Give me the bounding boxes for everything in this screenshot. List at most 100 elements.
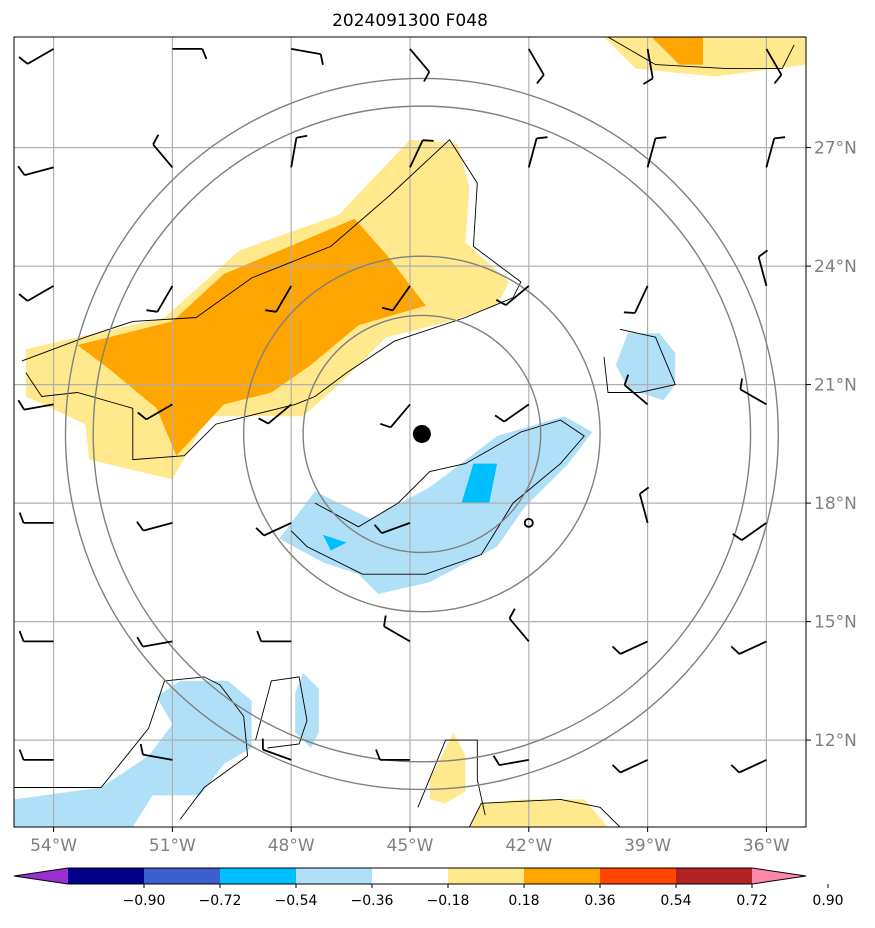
colorbar-swatch — [600, 868, 677, 884]
y-tick-label: 27°N — [814, 139, 857, 159]
y-tick-label: 24°N — [814, 257, 857, 277]
contour-outline-northeast — [607, 37, 795, 70]
wind-barb — [383, 615, 411, 643]
shaded-regions — [14, 37, 806, 827]
wind-barb — [139, 743, 173, 761]
wind-barb — [18, 630, 54, 643]
wind-barb — [17, 399, 54, 411]
x-tick-label: 42°W — [505, 836, 552, 856]
wind-barb — [375, 749, 410, 761]
y-axis: 12°N 15°N 18°N 21°N 24°N 27°N — [806, 139, 857, 751]
center-marker-layer — [412, 424, 431, 443]
region-positive-patch-northeast — [604, 37, 806, 77]
wind-barb — [152, 134, 174, 168]
wind-barb-calm — [523, 517, 534, 528]
wind-barb — [172, 48, 208, 60]
colorbar-tick-label: 0.72 — [736, 893, 767, 909]
wind-barb — [381, 285, 411, 312]
wind-barb — [409, 48, 431, 82]
x-axis: 54°W 51°W 48°W 45°W 42°W 39°W 36°W — [30, 827, 790, 856]
colorbar-swatch — [372, 868, 449, 884]
range-ring — [92, 105, 752, 763]
region-negative-patch-south-small — [295, 673, 319, 748]
colorbar-extend-low — [14, 868, 68, 884]
colorbar-swatch — [296, 868, 373, 884]
contour-outline-south-small — [255, 676, 308, 749]
wind-barb — [528, 48, 545, 84]
wind-barb — [137, 403, 173, 421]
wind-barb — [373, 522, 411, 534]
wind-barb — [258, 403, 292, 425]
wind-barb — [290, 134, 308, 168]
wind-barb — [146, 285, 174, 313]
wind-barb — [136, 636, 173, 648]
plot-area — [14, 37, 806, 827]
wind-barb — [495, 285, 530, 306]
colorbar-swatch — [448, 868, 525, 884]
wind-barb — [646, 136, 667, 168]
colorbar-swatch — [676, 868, 753, 884]
colorbar-tick-label: −0.18 — [427, 893, 470, 909]
colorbar-tick-label: −0.54 — [275, 893, 318, 909]
x-tick-label: 45°W — [387, 836, 434, 856]
wind-barb — [255, 522, 292, 537]
colorbar-tick-label: −0.72 — [199, 893, 242, 909]
wind-barb — [765, 48, 783, 84]
x-tick-label: 39°W — [624, 836, 671, 856]
colorbar-swatch — [220, 868, 297, 884]
wind-barb — [492, 755, 529, 766]
colorbar-tick-label: 0.36 — [584, 893, 615, 909]
region-strong-patch-northeast — [651, 37, 703, 65]
contour-outline-south — [417, 739, 486, 816]
wind-barb — [638, 486, 650, 524]
contour-lines — [14, 37, 795, 827]
wind-barb — [18, 512, 54, 524]
region-moderate-patch-central — [461, 463, 498, 504]
wind-barb — [611, 759, 648, 774]
wind-barb — [18, 48, 55, 65]
x-tick-label: 36°W — [743, 836, 790, 856]
wind-barb — [527, 136, 548, 168]
wind-barb — [623, 374, 649, 406]
wind-barb — [732, 522, 767, 541]
range-ring — [64, 77, 779, 791]
wind-barb — [18, 285, 55, 302]
x-tick-label: 51°W — [149, 836, 196, 856]
region-positive-patch-southeast — [469, 799, 608, 827]
chart-title: 2024091300 F048 — [332, 11, 488, 31]
colorbar-tick-label: 0.54 — [660, 893, 691, 909]
wind-barb — [611, 640, 648, 655]
contour-outline-north — [21, 139, 522, 461]
wind-barb — [730, 759, 767, 774]
contour-outline-southwest — [14, 676, 249, 820]
x-tick-label: 48°W — [268, 836, 315, 856]
colorbar-swatch — [68, 868, 145, 884]
contour-outline-southeast — [468, 798, 621, 827]
wind-barb — [494, 403, 530, 423]
contour-outline-central — [290, 419, 585, 575]
range-rings — [64, 77, 779, 791]
wind-barb — [380, 403, 411, 429]
y-tick-label: 15°N — [814, 613, 857, 633]
wind-barb — [508, 608, 530, 642]
colorbar: −0.90 −0.72 −0.54 −0.36 −0.18 0.18 0.36 0.54 0.7… — [13, 867, 844, 909]
wind-barb — [261, 738, 292, 761]
wind-barb — [623, 285, 649, 314]
colorbar-tick-label: 0.18 — [508, 893, 539, 909]
wind-barb — [642, 48, 654, 85]
colorbar-tick-label: −0.36 — [351, 893, 394, 909]
wind-barb — [17, 165, 54, 176]
range-ring — [302, 314, 542, 554]
region-moderate-patch-west — [322, 534, 347, 551]
wind-barb — [765, 136, 786, 168]
wind-barb — [18, 749, 54, 761]
wind-barb — [265, 285, 292, 313]
wind-barb — [136, 521, 173, 532]
colorbar-extend-high — [752, 868, 806, 884]
wind-barb — [256, 630, 292, 643]
center-marker — [412, 424, 431, 443]
wind-barb — [291, 48, 324, 65]
wind-barb — [409, 139, 434, 168]
x-tick-label: 54°W — [30, 836, 77, 856]
